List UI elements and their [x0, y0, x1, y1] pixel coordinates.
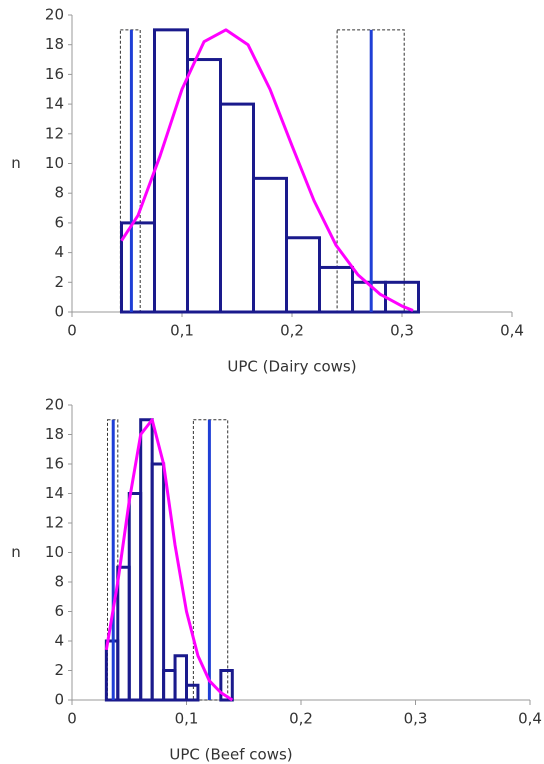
bar [120, 221, 156, 314]
x-tick-label: 0 [67, 322, 77, 340]
y-axis-label: n [11, 154, 21, 172]
bar [116, 565, 131, 702]
y-tick-label: 8 [54, 184, 64, 202]
bar [186, 58, 222, 314]
y-tick-label: 20 [45, 6, 64, 24]
bar [351, 280, 387, 314]
y-tick-label: 10 [45, 543, 64, 561]
y-tick-label: 12 [45, 124, 64, 142]
x-tick-label: 0,3 [390, 322, 414, 340]
y-tick-label: 16 [45, 455, 64, 473]
bar [318, 265, 354, 314]
x-tick-label: 0,1 [175, 710, 199, 728]
x-tick-label: 0,2 [280, 322, 304, 340]
y-tick-label: 2 [54, 661, 64, 679]
density-curve [120, 28, 414, 312]
bar [139, 418, 154, 702]
y-tick-label: 18 [45, 425, 64, 443]
y-tick-label: 14 [45, 484, 64, 502]
x-tick-label: 0,4 [500, 322, 524, 340]
x-tick-label: 0,4 [518, 710, 542, 728]
bar [252, 176, 288, 314]
x-tick-label: 0,3 [404, 710, 428, 728]
y-tick-label: 20 [45, 396, 64, 414]
y-tick-label: 4 [54, 243, 64, 261]
y-tick-label: 6 [54, 602, 64, 620]
y-axis-label: n [11, 543, 21, 561]
bar [219, 669, 234, 702]
x-tick-label: 0,1 [170, 322, 194, 340]
bar [153, 28, 189, 314]
bar [127, 492, 143, 702]
x-tick-label: 0 [67, 710, 77, 728]
x-tick-label: 0,2 [289, 710, 313, 728]
y-tick-label: 18 [45, 35, 64, 53]
y-tick-label: 16 [45, 65, 64, 83]
density-curve [104, 418, 234, 702]
y-tick-label: 4 [54, 632, 64, 650]
y-tick-label: 2 [54, 273, 64, 291]
y-tick-label: 10 [45, 154, 64, 172]
bar [150, 462, 166, 702]
bar [285, 236, 321, 314]
x-axis-label: UPC (Dairy cows) [227, 358, 356, 376]
x-axis-label: UPC (Beef cows) [169, 746, 292, 764]
bar [185, 683, 200, 702]
y-tick-label: 8 [54, 573, 64, 591]
y-tick-label: 0 [54, 691, 64, 709]
y-tick-label: 0 [54, 303, 64, 321]
bar [162, 669, 177, 702]
bar [173, 654, 189, 702]
bar [219, 102, 255, 314]
y-tick-label: 14 [45, 95, 64, 113]
y-tick-label: 12 [45, 514, 64, 532]
y-tick-label: 6 [54, 213, 64, 231]
